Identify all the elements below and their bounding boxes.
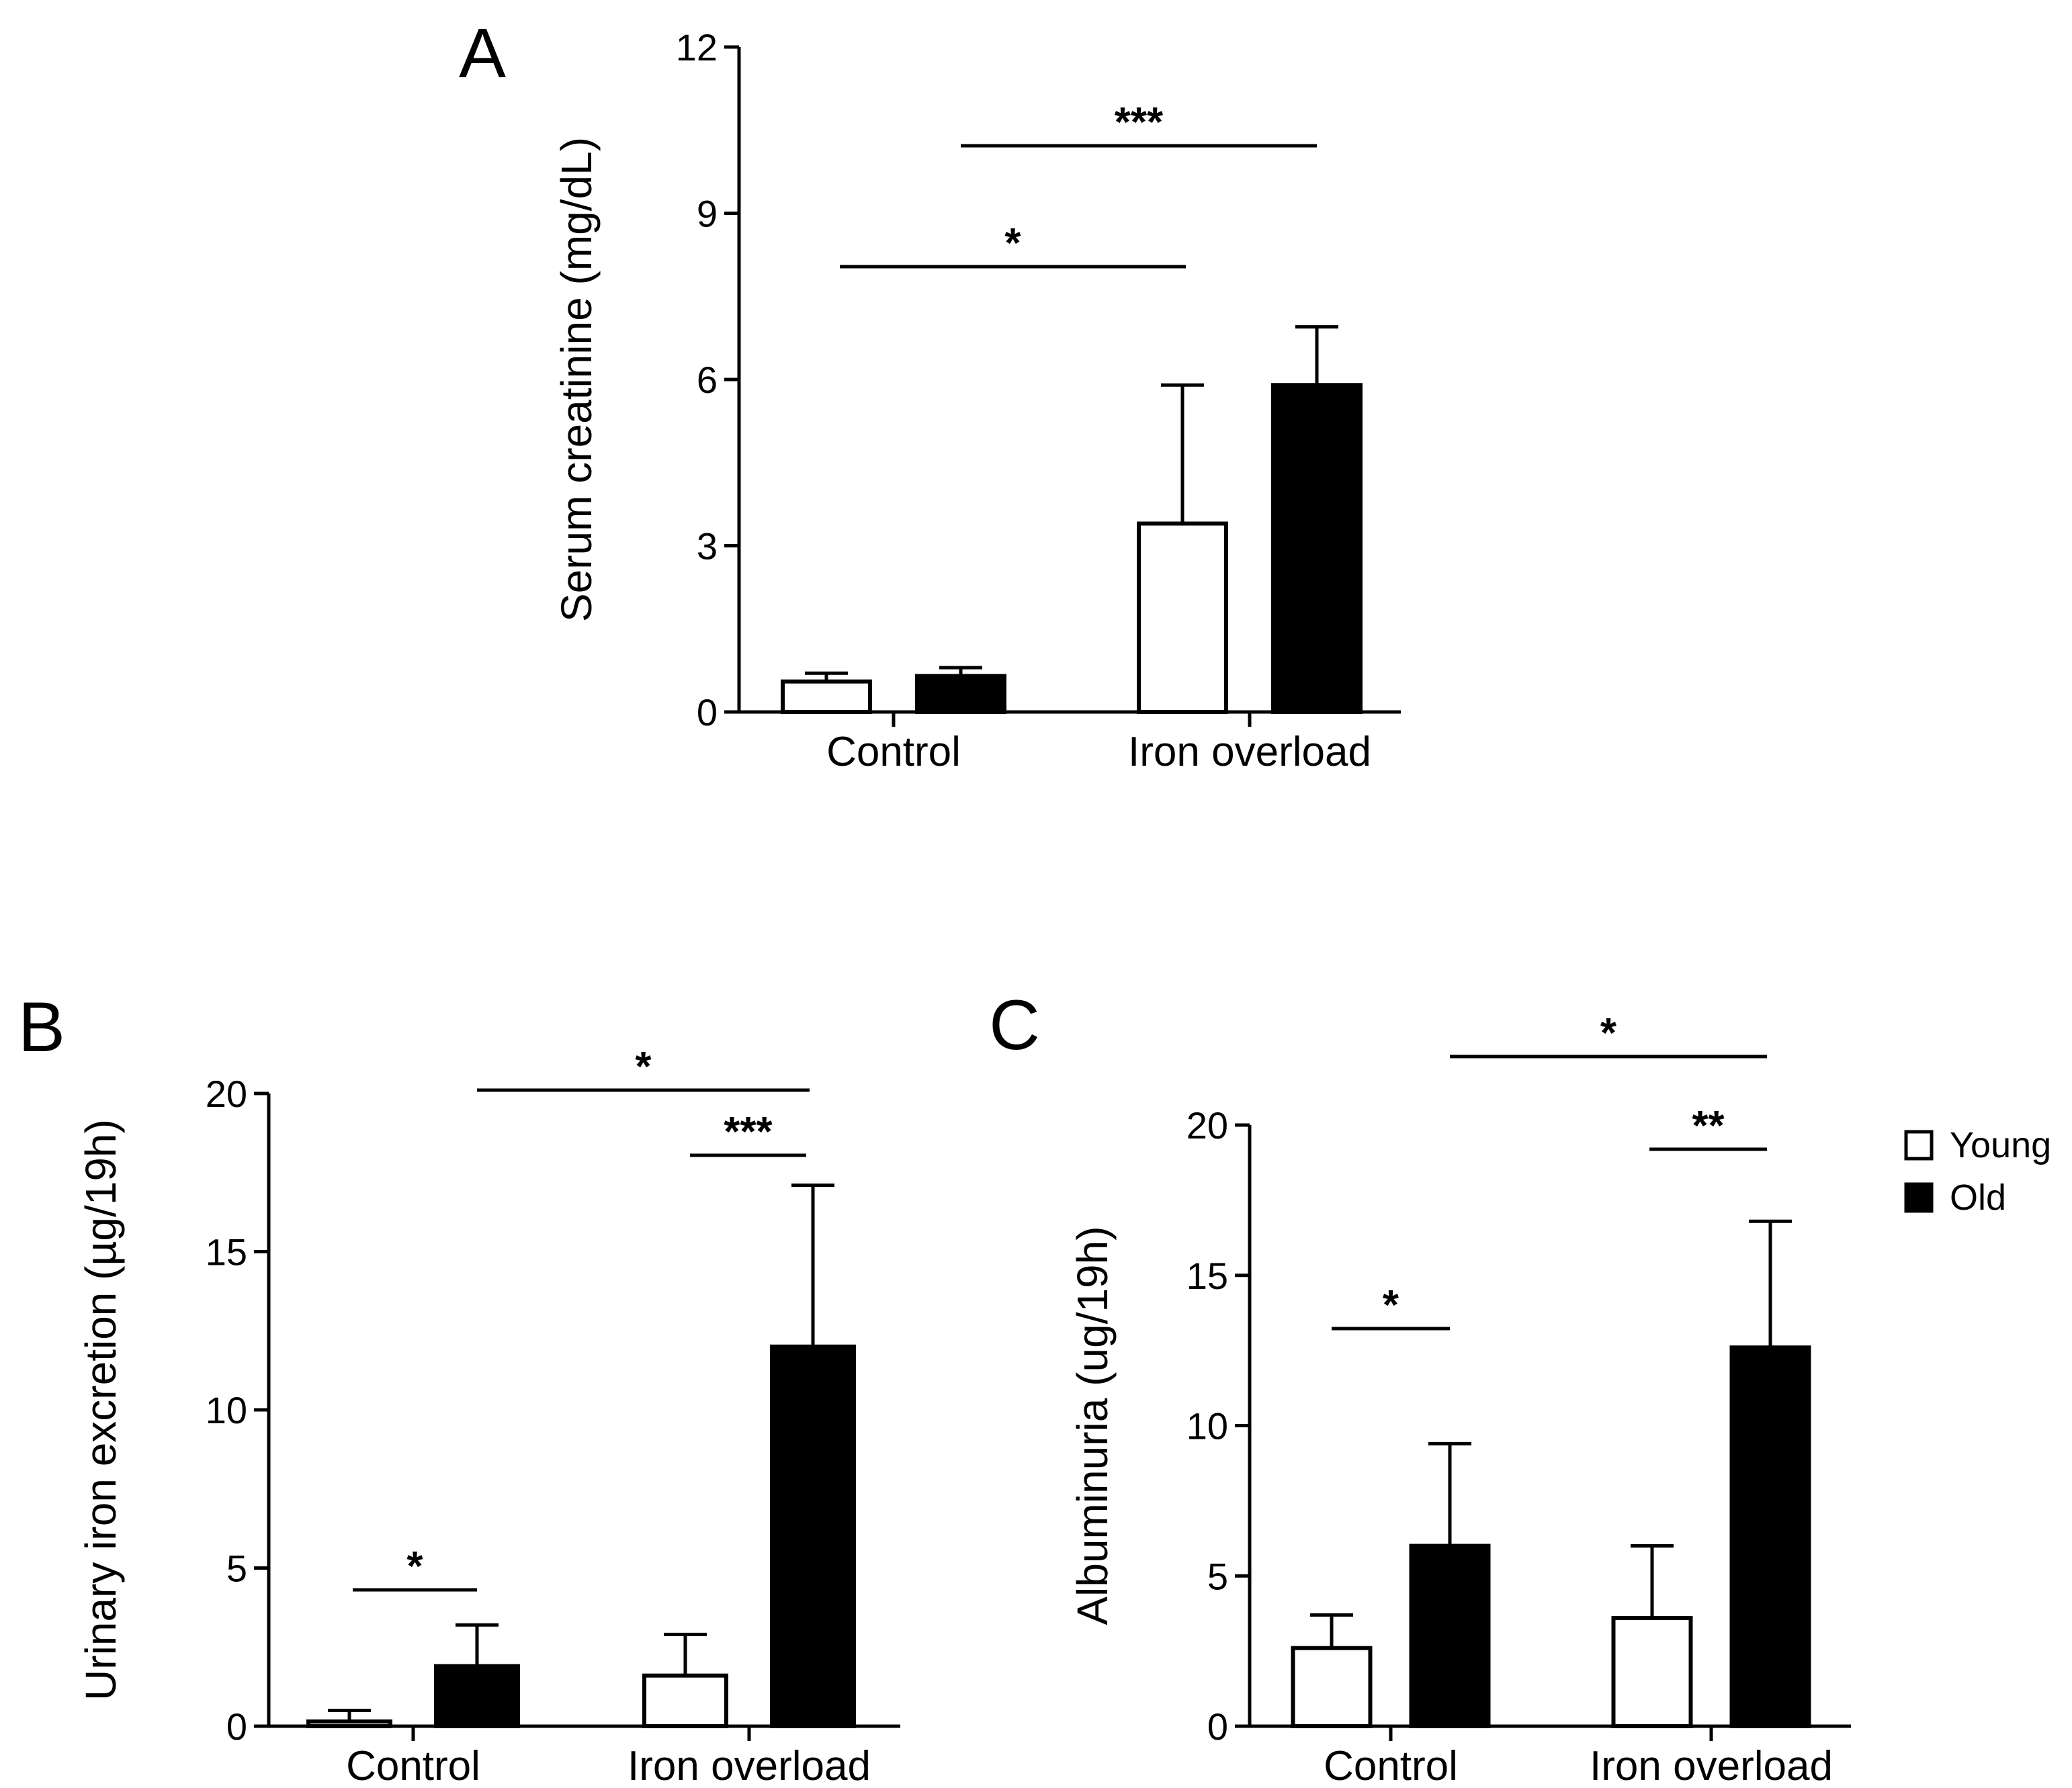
panel-letter: A (459, 14, 506, 93)
y-axis-label: Urinary iron excretion (µg/19h) (77, 1119, 125, 1701)
y-tick-label: 3 (697, 525, 718, 568)
significance-label: ** (1692, 1103, 1725, 1149)
y-tick-label: 6 (697, 359, 718, 401)
bar-old (770, 1344, 856, 1729)
significance-label: * (406, 1544, 423, 1590)
bar-young (1291, 1646, 1373, 1728)
y-axis-label: Albuminuria (ug/19h) (1068, 1226, 1117, 1625)
panel-a: A 0 3 6 9 12 Serum creatinine (mg/dL) Control Ir… (459, 14, 1401, 775)
legend-swatch-young (1904, 1130, 1934, 1161)
y-tick-label: 12 (676, 26, 718, 69)
legend-label: Old (1950, 1177, 2006, 1218)
panel-c: C 0 5 10 15 20 Albuminuria (ug/19h) Control Iron… (989, 986, 1851, 1788)
significance-label: * (1383, 1282, 1399, 1329)
significance-label: * (1004, 220, 1021, 267)
y-tick-label: 10 (1186, 1405, 1228, 1447)
y-tick-label: 15 (206, 1231, 247, 1273)
panel-letter: C (989, 986, 1040, 1065)
significance-label: *** (724, 1109, 773, 1155)
significance-label: * (635, 1044, 652, 1090)
x-tick-label: Iron overload (1590, 1743, 1833, 1788)
panel-letter: B (18, 988, 65, 1067)
y-tick-label: 5 (1207, 1555, 1228, 1597)
y-tick-label: 0 (1207, 1705, 1228, 1748)
bar-old (915, 674, 1006, 714)
x-tick-label: Control (1324, 1743, 1458, 1788)
y-tick-label: 9 (697, 193, 718, 235)
y-tick-label: 0 (697, 691, 718, 733)
bar-old (1271, 383, 1363, 714)
panel-b: B 0 5 10 15 20 Urinary iron excretion (µg/19h)… (18, 988, 900, 1788)
y-tick-label: 0 (226, 1705, 247, 1748)
significance-label: * (1600, 1010, 1617, 1057)
bar-old (1409, 1544, 1491, 1728)
y-tick-label: 20 (1186, 1104, 1228, 1147)
y-tick-label: 15 (1186, 1255, 1228, 1297)
x-tick-label: Control (826, 729, 961, 775)
bar-young (1611, 1615, 1693, 1728)
x-tick-label: Control (346, 1743, 480, 1788)
bar-young (1137, 521, 1228, 714)
legend: Young Old (1904, 1125, 2051, 1218)
y-tick-label: 5 (226, 1548, 247, 1590)
legend-swatch-old (1904, 1182, 1934, 1213)
x-tick-label: Iron overload (628, 1743, 871, 1788)
bar-young (642, 1673, 728, 1728)
bar-young (306, 1719, 392, 1729)
y-axis-label: Serum creatinine (mg/dL) (552, 137, 601, 622)
bar-old (434, 1664, 520, 1729)
significance-label: *** (1115, 99, 1164, 146)
x-tick-label: Iron overload (1128, 729, 1371, 775)
legend-label: Young (1950, 1125, 2051, 1165)
y-tick-label: 20 (206, 1073, 247, 1115)
y-tick-label: 10 (206, 1389, 247, 1431)
bar-old (1729, 1345, 1811, 1728)
bar-young (781, 679, 872, 714)
